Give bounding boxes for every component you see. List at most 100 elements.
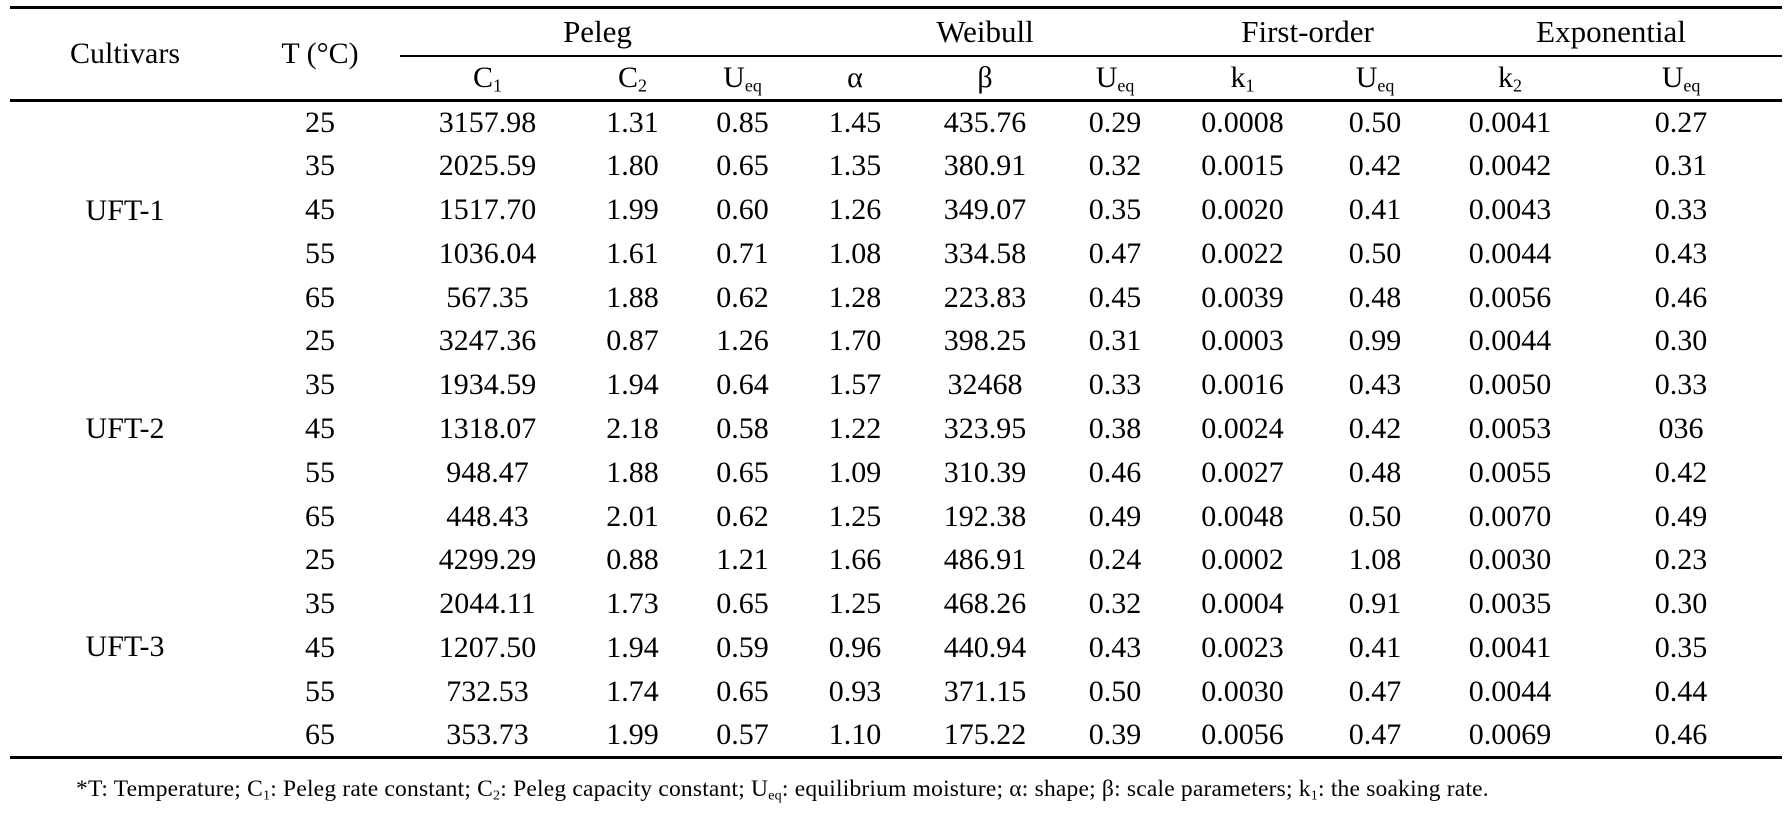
table-row: 35 1934.59 1.94 0.64 1.57 32468 0.33 0.0016 0.43…	[10, 363, 1782, 407]
value-cell: 0.0056	[1201, 717, 1284, 751]
value-cell: 310.39	[943, 455, 1027, 489]
value-cell: 1.99	[606, 717, 659, 751]
value-cell: 0.64	[716, 368, 769, 402]
value-cell: 0.0015	[1201, 149, 1284, 183]
value-cell: 0.50	[1088, 674, 1142, 708]
temperature-cell: 55	[305, 455, 335, 489]
footnote-subscript: eq	[768, 787, 782, 804]
temperature-cell: 65	[305, 280, 335, 314]
value-cell: 1.70	[828, 324, 882, 358]
table-body: UFT-1 25 3157.98 1.31 0.85 1.45 435.76 0.29 0.00…	[10, 101, 1782, 758]
temperature-cell: 55	[305, 674, 335, 708]
value-cell: 32468	[947, 368, 1023, 402]
value-cell: 0.71	[716, 236, 769, 270]
value-cell: 0.62	[716, 499, 769, 533]
value-cell: 0.33	[1088, 368, 1142, 402]
value-cell: 0.23	[1654, 543, 1708, 577]
value-cell: 440.94	[943, 630, 1027, 664]
table-row: 35 2044.11 1.73 0.65 1.25 468.26 0.32 0.0004 0.9…	[10, 582, 1782, 626]
value-cell: 0.45	[1088, 280, 1142, 314]
table-row: 55 732.53 1.74 0.65 0.93 371.15 0.50 0.0030 0.47…	[10, 670, 1782, 714]
value-cell: 0.87	[606, 324, 659, 358]
table-row: UFT-1 25 3157.98 1.31 0.85 1.45 435.76 0.29 0.00…	[10, 101, 1782, 227]
value-cell: 2044.11	[439, 587, 536, 621]
temperature-cell: 45	[305, 411, 335, 445]
value-cell: 0.42	[1654, 455, 1708, 489]
col-header-ueq-first-order: Ueq	[1310, 56, 1441, 102]
value-cell: 1036.04	[438, 236, 537, 270]
table-row: 35 2025.59 1.80 0.65 1.35 380.91 0.32 0.0015 0.4…	[10, 144, 1782, 188]
value-cell: 1.25	[828, 499, 882, 533]
value-cell: 1.08	[1348, 543, 1402, 577]
value-cell: 0.49	[1654, 499, 1708, 533]
value-cell: 0.0044	[1468, 324, 1552, 358]
value-cell: 0.0041	[1468, 106, 1552, 140]
value-cell: 0.93	[828, 674, 882, 708]
temperature-cell: 65	[305, 499, 335, 533]
value-cell: 0.46	[1088, 455, 1142, 489]
value-cell: 1.57	[828, 368, 882, 402]
value-cell: 398.25	[943, 324, 1027, 358]
value-cell: 323.95	[943, 411, 1027, 445]
value-cell: 0.0035	[1468, 587, 1552, 621]
value-cell: 0.30	[1654, 324, 1708, 358]
value-cell: 1318.07	[438, 411, 537, 445]
table-footnote: *T: Temperature; C1: Peleg rate constant…	[76, 776, 1792, 803]
value-cell: 0.0069	[1468, 717, 1552, 751]
value-cell: 0.0002	[1201, 543, 1284, 577]
value-cell: 0.0041	[1468, 630, 1552, 664]
value-cell: 0.59	[716, 630, 769, 664]
temperature-cell: 25	[305, 324, 335, 358]
value-cell: 1.25	[828, 587, 882, 621]
value-cell: 0.0043	[1468, 192, 1552, 226]
group-header-first-order: First-order	[1175, 7, 1441, 57]
table-row: 65 353.73 1.99 0.57 1.10 175.22 0.39 0.0056 0.47…	[10, 714, 1782, 758]
value-cell: 0.65	[716, 674, 769, 708]
value-cell: 0.30	[1654, 587, 1708, 621]
value-cell: 0.0016	[1201, 368, 1284, 402]
value-cell: 1.10	[828, 717, 882, 751]
value-cell: 0.48	[1348, 455, 1402, 489]
value-cell: 3157.98	[438, 106, 537, 140]
value-cell: 0.65	[716, 149, 769, 183]
value-cell: 0.0003	[1201, 324, 1284, 358]
value-cell: 0.33	[1654, 368, 1708, 402]
value-cell: 192.38	[943, 499, 1027, 533]
temperature-cell: 35	[305, 368, 335, 402]
value-cell: 0.0039	[1201, 280, 1284, 314]
value-cell: 0.42	[1348, 149, 1402, 183]
value-cell: 1.88	[606, 455, 659, 489]
value-cell: 0.0030	[1468, 543, 1552, 577]
value-cell: 0.48	[1348, 280, 1402, 314]
col-header-c1: C1	[400, 56, 575, 102]
temperature-cell: 35	[305, 587, 335, 621]
value-cell: 0.0004	[1201, 587, 1284, 621]
col-header-ueq-exponential: Ueq	[1580, 56, 1783, 102]
value-cell: 1.73	[606, 587, 659, 621]
cultivar-cell: UFT-1	[85, 193, 165, 227]
value-cell: 0.0008	[1201, 106, 1284, 140]
value-cell: 2.01	[606, 499, 659, 533]
table-row: UFT-2 25 3247.36 0.87 1.26 1.70 398.25 0.31 0.00…	[10, 319, 1782, 445]
sub-header-row: C1 C2 Ueq α β Ueq k1 Ueq k2 Ueq	[10, 56, 1783, 102]
value-cell: 353.73	[446, 717, 529, 751]
value-cell: 1.88	[606, 280, 659, 314]
group-header-weibull: Weibull	[795, 7, 1176, 57]
kinetic-parameters-table: Cultivars T (°C) Peleg Weibull First-ord…	[10, 6, 1783, 759]
temperature-cell: 35	[305, 149, 335, 183]
cultivar-cell: UFT-3	[85, 630, 165, 664]
value-cell: 0.32	[1088, 149, 1142, 183]
footnote-text: *T: Temperature; C	[76, 775, 263, 802]
value-cell: 448.43	[446, 499, 529, 533]
value-cell: 0.27	[1654, 106, 1708, 140]
group-header-row: Cultivars T (°C) Peleg Weibull First-ord…	[10, 7, 1783, 102]
value-cell: 0.42	[1348, 411, 1402, 445]
value-cell: 0.41	[1348, 192, 1402, 226]
col-header-temperature: T (°C)	[240, 7, 400, 102]
col-header-k1: k1	[1175, 56, 1311, 102]
value-cell: 0.0050	[1468, 368, 1552, 402]
value-cell: 0.65	[716, 455, 769, 489]
value-cell: 223.83	[943, 280, 1027, 314]
value-cell: 1.26	[828, 192, 882, 226]
value-cell: 1.21	[716, 543, 769, 577]
